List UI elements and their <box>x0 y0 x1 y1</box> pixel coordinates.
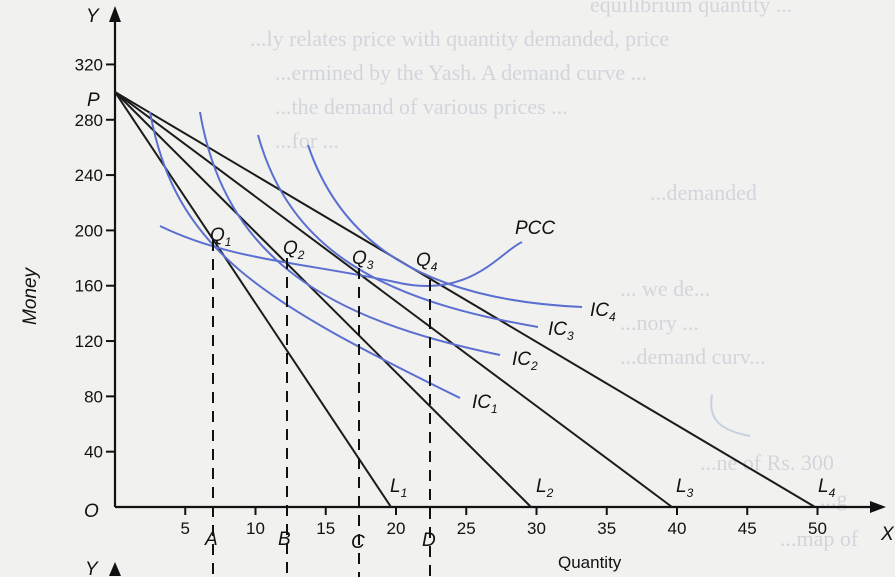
bg-line-9: ...demand curv... <box>620 344 766 369</box>
budget-line-l2 <box>114 91 532 508</box>
y-axis-letter: Y <box>86 6 100 27</box>
pcc-label: PCC <box>515 218 555 239</box>
x-tick-label: 35 <box>597 519 616 538</box>
bg-line-8: ...nory ... <box>620 310 699 335</box>
y-tick-label: 240 <box>75 166 103 185</box>
x-tick-label: 50 <box>808 519 827 538</box>
x-tick-label: 10 <box>246 519 265 538</box>
ic2-label: IC2 <box>512 349 538 373</box>
x-tick-label: 5 <box>181 519 190 538</box>
y-axis-ticks: 40 80 120 160 200 240 280 320 <box>75 55 115 462</box>
x-tick-label: 20 <box>387 519 406 538</box>
y-tick-label: 160 <box>75 277 103 296</box>
y-tick-label: 120 <box>75 332 103 351</box>
bg-line-12: ...map of <box>780 526 859 551</box>
budget-line-l1 <box>114 91 392 508</box>
indifference-curve-ic3 <box>257 134 539 328</box>
equilibrium-drop-lines <box>212 240 431 577</box>
indifference-curve-ic1 <box>149 111 461 399</box>
y-tick-label: 40 <box>84 443 103 462</box>
x-axis-letter: X <box>880 524 895 545</box>
quantity-mark-c: C <box>351 532 365 553</box>
x-tick-label: 45 <box>738 519 757 538</box>
x-tick-label: 30 <box>527 519 546 538</box>
x-tick-label: 40 <box>668 519 687 538</box>
price-consumption-curve <box>159 225 523 287</box>
budget-label-l2: L2 <box>536 476 554 500</box>
bg-line-10: ...ne of Rs. 300 <box>700 450 834 475</box>
x-tick-label: 15 <box>316 519 335 538</box>
budget-line-l3 <box>114 91 673 508</box>
bg-line-6: ...demanded <box>650 180 757 205</box>
ic1-label: IC1 <box>472 392 498 416</box>
bg-line-4: ...the demand of various prices ... <box>275 94 568 119</box>
budget-label-l4: L4 <box>818 476 836 500</box>
x-axis-ticks: 5 10 15 20 25 30 35 40 45 50 <box>181 507 827 538</box>
bg-line-3: ...ermined by the Yash. A demand curve .… <box>275 60 647 85</box>
equilibrium-label-q2: Q2 <box>283 238 305 262</box>
x-axis-title: Quantity <box>558 553 622 572</box>
budget-line-l4 <box>114 91 816 508</box>
indifference-curve-ic4 <box>307 144 583 308</box>
y-tick-label: 320 <box>75 55 103 74</box>
budget-label-l3: L3 <box>676 476 694 500</box>
axes <box>109 6 886 513</box>
bg-line-7: ... we de... <box>620 276 710 301</box>
bg-line-2: ...ly relates price with quantity demand… <box>250 26 669 51</box>
indifference-curve-ic2 <box>199 111 501 356</box>
bg-line-1: equilibrium quantity ... <box>590 0 792 17</box>
price-point-label: P <box>87 90 100 111</box>
budget-label-l1: L1 <box>390 476 407 500</box>
y-axis-title: Money <box>20 266 41 325</box>
equilibrium-label-q1: Q1 <box>210 225 231 249</box>
y-tick-label: 200 <box>75 221 103 240</box>
background-text: equilibrium quantity ... ...ly relates p… <box>250 0 859 551</box>
equilibrium-label-q3: Q3 <box>352 248 374 272</box>
quantity-mark-d: D <box>422 530 436 551</box>
budget-lines <box>114 91 816 508</box>
x-tick-label: 25 <box>457 519 476 538</box>
quantity-mark-b: B <box>278 529 291 550</box>
x-axis-arrow-icon <box>870 501 886 513</box>
y-tick-label: 80 <box>84 387 103 406</box>
bottom-axis-letter: Y <box>85 559 99 577</box>
bg-line-5: ...for ... <box>275 128 339 153</box>
bottom-axis-arrow-icon <box>109 562 121 576</box>
background-scribble <box>710 394 751 437</box>
origin-label: O <box>84 501 99 522</box>
indifference-curves <box>149 111 583 399</box>
ic4-label: IC4 <box>590 300 616 324</box>
y-tick-label: 280 <box>75 111 103 130</box>
y-axis-arrow-icon <box>109 6 121 22</box>
equilibrium-label-q4: Q4 <box>416 250 438 274</box>
quantity-mark-a: A <box>204 529 218 550</box>
ic3-label: IC3 <box>548 319 574 343</box>
